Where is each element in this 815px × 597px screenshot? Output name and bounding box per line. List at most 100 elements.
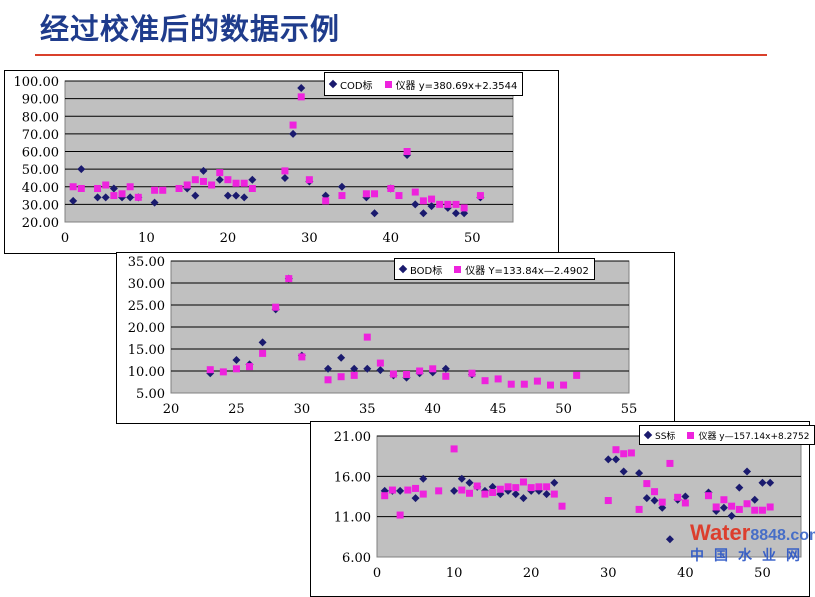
y-tick-label: 25.00: [128, 299, 165, 314]
instrument-point: [519, 478, 527, 486]
y-tick-label: 16.00: [334, 470, 371, 485]
instrument-point: [442, 372, 450, 380]
legend-standard: SS标: [655, 431, 676, 442]
instrument-point: [338, 192, 346, 200]
instrument-point: [436, 200, 444, 208]
instrument-point: [416, 367, 424, 375]
instrument-point: [404, 486, 412, 494]
x-tick-label: 40: [424, 402, 441, 417]
instrument-point: [419, 490, 427, 498]
cod-chart-svg: 20.00 30.00 40.00 50.00 60.00 70.00 80.00 90.00…: [14, 75, 514, 246]
instrument-point: [259, 349, 267, 357]
x-tick-label: 25: [228, 402, 245, 417]
standard-point: [93, 193, 102, 202]
x-tick-label: 50: [555, 402, 572, 417]
cod-legend: COD标 仪器 y=380.69x+2.3544: [324, 72, 524, 96]
y-tick-label: 6.00: [342, 551, 371, 566]
instrument-point: [232, 179, 240, 187]
standard-point: [101, 193, 110, 202]
standard-point: [376, 366, 385, 375]
instrument-point: [403, 371, 411, 379]
instrument-point: [285, 275, 293, 283]
y-tick-label: 21.00: [334, 430, 371, 445]
instrument-point: [704, 492, 712, 500]
instrument-point: [110, 192, 118, 200]
instrument-point: [376, 359, 384, 367]
x-tick-label: 20: [523, 566, 540, 581]
instrument-point: [735, 505, 743, 513]
instrument-point: [206, 366, 214, 374]
y-tick-label: 50.00: [22, 163, 59, 178]
instrument-point: [324, 376, 332, 384]
x-tick-label: 45: [490, 402, 507, 417]
standard-point: [411, 200, 420, 209]
instrument-point: [743, 500, 751, 508]
standard-point: [396, 486, 405, 495]
instrument-point: [533, 377, 541, 385]
instrument-point: [428, 195, 436, 203]
instrument-point: [69, 183, 77, 191]
legend-instrument: 仪器 y—157.14x+8.2752: [698, 431, 810, 442]
instrument-point: [281, 167, 289, 175]
standard-point: [297, 84, 306, 93]
instrument-point: [240, 179, 248, 187]
instrument-point: [535, 483, 543, 491]
plot-area: [376, 435, 802, 558]
instrument-point: [298, 353, 306, 361]
y-tick-label: 35.00: [128, 255, 165, 270]
standard-point: [488, 482, 497, 491]
y-tick-label: 11.00: [334, 511, 371, 526]
y-tick-label: 100.00: [14, 75, 60, 90]
standard-point: [370, 209, 379, 218]
standard-point: [419, 209, 428, 218]
y-tick-label: 30.00: [22, 198, 59, 213]
instrument-point: [396, 511, 404, 519]
instrument-point: [175, 185, 183, 193]
diamond-marker-icon: [643, 430, 653, 440]
instrument-point: [651, 488, 659, 496]
ss-chart-svg: 6.00 11.00 16.00 21.00 0 10 20 30 40 50: [334, 430, 802, 581]
instrument-point: [546, 381, 554, 389]
y-tick-label: 20.00: [22, 216, 59, 231]
ss-chart: 6.00 11.00 16.00 21.00 0 10 20 30 40 50 SS标 仪器 y—…: [310, 421, 815, 597]
instrument-point: [363, 333, 371, 341]
instrument-point: [558, 502, 566, 510]
instrument-point: [412, 484, 420, 492]
standard-point: [77, 165, 86, 174]
instrument-point: [444, 200, 452, 208]
standard-point: [258, 338, 267, 347]
standard-point: [191, 191, 200, 200]
standard-point: [69, 196, 78, 205]
instrument-point: [371, 190, 379, 198]
y-tick-label: 40.00: [22, 181, 59, 196]
instrument-point: [627, 449, 635, 457]
standard-point: [665, 535, 674, 544]
slide-title: 经过校准后的数据示例: [40, 12, 341, 46]
standard-point: [511, 490, 520, 499]
instrument-point: [452, 200, 460, 208]
y-tick-label: 70.00: [22, 128, 59, 143]
standard-point: [109, 184, 118, 193]
instrument-point: [712, 503, 720, 511]
instrument-point: [337, 373, 345, 381]
instrument-point: [435, 487, 443, 495]
instrument-point: [77, 185, 85, 193]
instrument-point: [481, 490, 489, 498]
instrument-point: [560, 381, 568, 389]
standard-point: [248, 175, 257, 184]
instrument-point: [758, 506, 766, 514]
instrument-point: [94, 185, 102, 193]
instrument-point: [766, 503, 774, 511]
x-tick-label: 20: [220, 231, 237, 246]
standard-point: [280, 173, 289, 182]
instrument-point: [473, 482, 481, 490]
instrument-point: [620, 450, 628, 458]
instrument-point: [573, 371, 581, 379]
title-underline: [35, 54, 767, 56]
instrument-point: [489, 488, 497, 496]
x-tick-label: 10: [138, 231, 155, 246]
instrument-point: [216, 169, 224, 177]
watermark-logo: Water8848.com 中国水业网: [690, 522, 815, 564]
instrument-point: [411, 188, 419, 196]
standard-point: [743, 467, 752, 476]
